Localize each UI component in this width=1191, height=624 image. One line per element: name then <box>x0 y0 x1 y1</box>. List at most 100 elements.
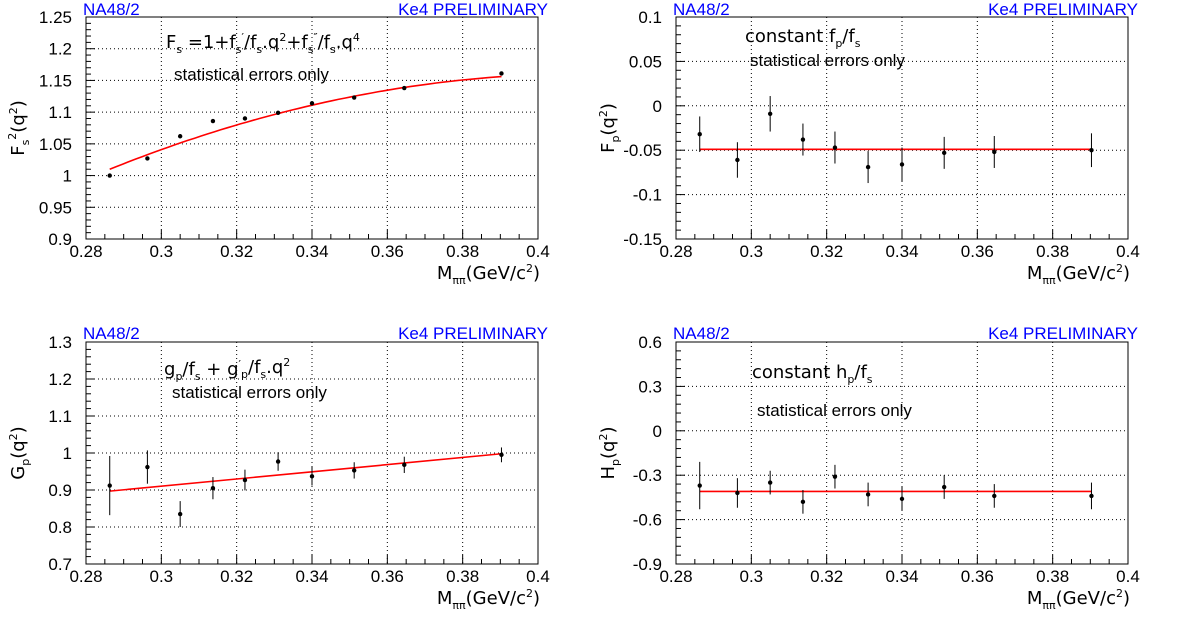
x-tick-label: 0.32 <box>220 242 253 261</box>
x-tick-label: 0.3 <box>150 567 174 586</box>
y-tick-label: 0 <box>653 422 662 441</box>
data-point <box>275 110 281 115</box>
data-point <box>832 474 838 479</box>
y-tick-label: 0.1 <box>638 8 662 27</box>
formula-annotation: gp/fs + g′p/fs.q2 <box>164 356 290 383</box>
x-tick-label: 0.38 <box>446 567 479 586</box>
data-point <box>735 157 740 163</box>
data-point <box>107 483 112 488</box>
chart-panel-3: 0.28 0.3 0.32 0.34 0.36 0.38 0.4 0.7 0.8 0.9 1 1.1 1… <box>7 324 550 612</box>
status-label: Ke4 PRELIMINARY <box>988 0 1138 19</box>
x-tick-label: 0.4 <box>1116 242 1140 261</box>
data-point <box>800 137 806 142</box>
y-tick-label: 0.3 <box>638 377 662 396</box>
fit-line <box>109 75 502 170</box>
x-tick-label: 0.32 <box>810 567 843 586</box>
y-tick-label: -0.05 <box>623 141 662 160</box>
x-tick-label: 0.36 <box>371 567 404 586</box>
status-label: Ke4 PRELIMINARY <box>988 324 1138 343</box>
chart-panel-4: 0.28 0.3 0.32 0.34 0.36 0.38 0.4 -0.9 -0.6 -0.3 0 0… <box>597 324 1140 612</box>
y-tick-label: 0.6 <box>638 333 662 352</box>
data-point <box>210 485 216 491</box>
data-point <box>145 464 150 470</box>
data-point <box>1089 148 1094 153</box>
data-point <box>767 111 773 116</box>
data-point <box>941 150 947 156</box>
x-tick-label: 0.28 <box>69 242 102 261</box>
data-point <box>177 511 183 517</box>
data-point <box>275 459 281 464</box>
note-text: statistical errors only <box>174 65 329 84</box>
data-point <box>697 132 702 137</box>
data-point <box>941 484 947 490</box>
data-point <box>107 173 112 178</box>
data-point <box>767 480 773 485</box>
x-tick-label: 0.38 <box>1036 567 1069 586</box>
y-tick-label: -0.6 <box>633 511 662 530</box>
chart-panel-1: 0.28 0.3 0.32 0.34 0.36 0.38 0.4 0.9 0.95 1 1.05 1.… <box>6 0 550 287</box>
x-tick-label: 0.28 <box>69 567 102 586</box>
data-point <box>899 162 905 167</box>
y-tick-label: -0.15 <box>623 230 662 249</box>
formula-annotation: Fs =1+fs′/fs.q2+fs″/fs.q4 <box>166 31 360 56</box>
data-point <box>697 483 702 488</box>
experiment-label: NA48/2 <box>673 324 730 343</box>
experiment-label: NA48/2 <box>673 0 730 19</box>
fit-line <box>109 452 502 492</box>
formula-annotation: constant fp/fs <box>745 26 861 50</box>
y-axis-title: Hp(q2) <box>597 426 622 479</box>
y-tick-label: -0.9 <box>633 555 662 574</box>
x-tick-label: 0.4 <box>1116 567 1140 586</box>
y-tick-label: 1.3 <box>48 333 72 352</box>
data-point <box>309 101 315 106</box>
data-point <box>800 499 806 505</box>
y-tick-label: 1.2 <box>48 40 72 59</box>
y-tick-label: -0.1 <box>633 186 662 205</box>
data-point <box>210 118 216 124</box>
x-tick-label: 0.3 <box>740 567 764 586</box>
y-tick-label: 1.15 <box>39 71 72 90</box>
y-tick-label: 1 <box>63 444 72 463</box>
x-tick-label: 0.3 <box>740 242 764 261</box>
x-tick-label: 0.38 <box>1036 242 1069 261</box>
x-tick-label: 0.36 <box>961 567 994 586</box>
x-tick-label: 0.38 <box>446 242 479 261</box>
x-tick-label: 0.4 <box>526 242 550 261</box>
x-tick-label: 0.36 <box>961 242 994 261</box>
x-tick-label: 0.32 <box>220 567 253 586</box>
y-tick-label: 0.8 <box>48 518 72 537</box>
y-tick-label: 0.9 <box>48 230 72 249</box>
data-point <box>499 71 504 76</box>
data-point <box>402 85 407 91</box>
x-axis-title: Mππ(GeV/c2) <box>437 262 540 287</box>
data-point <box>1089 493 1094 499</box>
x-tick-label: 0.28 <box>659 567 692 586</box>
data-point <box>499 452 504 458</box>
data-point <box>865 492 871 497</box>
data-point <box>242 116 248 121</box>
y-tick-label: 0.7 <box>48 555 72 574</box>
data-point <box>177 134 183 139</box>
y-tick-label: 1.1 <box>48 407 72 426</box>
x-tick-label: 0.34 <box>885 242 918 261</box>
x-tick-label: 0.28 <box>659 242 692 261</box>
data-point <box>992 149 997 155</box>
y-axis-title: Fp(q2) <box>597 103 622 153</box>
data-point <box>832 145 838 150</box>
x-tick-label: 0.34 <box>885 567 918 586</box>
note-text: statistical errors only <box>172 383 327 402</box>
data-point <box>351 468 357 473</box>
y-axis-title: Fs2(q2) <box>6 100 32 156</box>
data-point <box>351 95 357 100</box>
chart-panel-2: 0.28 0.3 0.32 0.34 0.36 0.38 0.4 -0.15 -0.1 -0.05… <box>597 0 1140 287</box>
x-tick-label: 0.32 <box>810 242 843 261</box>
x-tick-label: 0.4 <box>526 567 550 586</box>
data-point <box>899 496 905 502</box>
x-tick-label: 0.36 <box>371 242 404 261</box>
formula-annotation: constant hp/fs <box>752 362 873 386</box>
x-tick-label: 0.34 <box>295 242 328 261</box>
data-point <box>145 156 150 161</box>
y-tick-label: 0.9 <box>48 481 72 500</box>
x-axis-title: Mππ(GeV/c2) <box>1027 587 1130 612</box>
x-axis-title: Mππ(GeV/c2) <box>1027 262 1130 287</box>
